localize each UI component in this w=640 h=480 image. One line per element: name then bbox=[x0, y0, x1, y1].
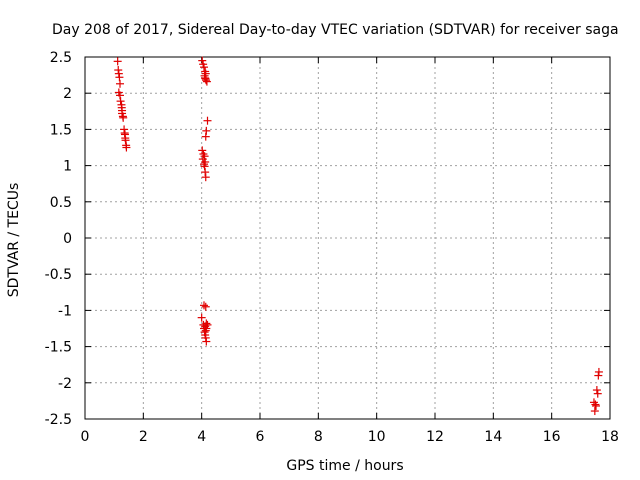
data-point bbox=[201, 74, 210, 83]
y-tick-label: 1 bbox=[63, 159, 72, 175]
data-point bbox=[122, 143, 131, 152]
x-tick-label: 16 bbox=[543, 429, 561, 445]
data-point bbox=[200, 63, 208, 72]
y-tick-label: 2 bbox=[63, 86, 72, 102]
plot-frame bbox=[84, 56, 611, 420]
data-point bbox=[198, 146, 207, 155]
y-tick-label: 0.5 bbox=[50, 195, 72, 211]
data-point bbox=[201, 173, 210, 182]
data-point bbox=[590, 407, 599, 416]
y-tick-label: 0 bbox=[63, 231, 72, 247]
x-tick-label: 18 bbox=[601, 429, 619, 445]
x-tick-label: 6 bbox=[256, 429, 265, 445]
x-tick-label: 10 bbox=[368, 429, 386, 445]
data-point bbox=[594, 371, 603, 380]
y-tick-label: -2.5 bbox=[45, 412, 72, 428]
data-point bbox=[113, 57, 122, 66]
data-point bbox=[116, 97, 125, 106]
y-tick-label: -1.5 bbox=[45, 340, 72, 356]
x-tick-label: 0 bbox=[81, 429, 90, 445]
tick-labels: 0 2 4 6 8 10 12 14 16 18 -2.5 -2 -1.5 -1 -0.5 0 0.5 1 1.5 2… bbox=[45, 50, 619, 445]
y-tick-label: 2.5 bbox=[50, 50, 72, 66]
data-point bbox=[200, 301, 208, 310]
x-tick-label: 4 bbox=[197, 429, 206, 445]
data-point bbox=[592, 386, 601, 395]
data-point bbox=[203, 116, 212, 125]
data-point bbox=[116, 79, 124, 88]
data-point bbox=[201, 302, 210, 311]
y-tick-label: -2 bbox=[58, 376, 72, 392]
x-tick-label: 8 bbox=[314, 429, 323, 445]
data-point bbox=[201, 132, 210, 141]
y-tick-label: -1 bbox=[58, 303, 72, 319]
y-tick-label: 1.5 bbox=[50, 122, 72, 138]
x-axis-label: GPS time / hours bbox=[286, 458, 403, 474]
data-point bbox=[198, 56, 207, 65]
x-tick-label: 2 bbox=[139, 429, 148, 445]
data-point bbox=[592, 401, 600, 410]
data-point bbox=[119, 113, 128, 122]
chart-title: Day 208 of 2017, Sidereal Day-to-day VTE… bbox=[52, 22, 619, 38]
data-point bbox=[589, 398, 598, 407]
grid-lines bbox=[85, 57, 610, 419]
y-axis-label: SDTVAR / TECUs bbox=[6, 183, 22, 298]
data-point bbox=[202, 337, 211, 346]
data-point bbox=[593, 389, 602, 398]
data-series-sdtvar bbox=[113, 56, 603, 416]
x-tick-label: 14 bbox=[484, 429, 502, 445]
data-point bbox=[197, 313, 206, 322]
x-tick-label: 12 bbox=[426, 429, 444, 445]
y-tick-label: -0.5 bbox=[45, 267, 72, 283]
